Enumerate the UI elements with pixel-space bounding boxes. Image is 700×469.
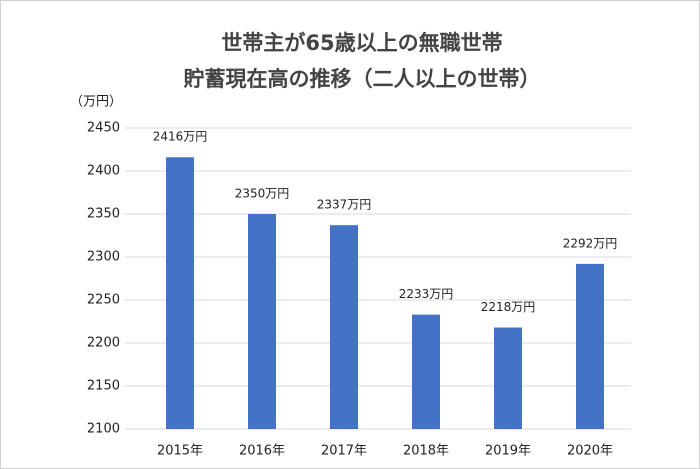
- bar: [494, 327, 522, 429]
- bar: [412, 314, 440, 429]
- y-tick-label: 2350: [87, 207, 120, 222]
- bar: [248, 214, 276, 429]
- bar: [330, 225, 358, 429]
- y-tick-label: 2200: [87, 336, 120, 351]
- x-tick-label: 2016年: [239, 444, 285, 459]
- value-label: 2350万円: [235, 187, 290, 201]
- value-label: 2218万円: [481, 300, 536, 314]
- y-tick-label: 2400: [87, 164, 120, 179]
- value-label: 2292万円: [563, 236, 618, 250]
- chart-subtitle: 貯蓄現在高の推移（二人以上の世帯）: [184, 67, 541, 91]
- y-tick-label: 2450: [87, 121, 120, 136]
- x-tick-label: 2015年: [157, 444, 203, 459]
- y-tick-label: 2300: [87, 250, 120, 265]
- value-label: 2233万円: [399, 287, 454, 301]
- y-tick-label: 2100: [87, 422, 120, 437]
- y-tick-label: 2150: [87, 379, 120, 394]
- chart-title: 世帯主が65歳以上の無職世帯: [221, 31, 502, 55]
- x-tick-label: 2020年: [567, 444, 613, 459]
- bar: [166, 157, 194, 430]
- value-label: 2416万円: [153, 130, 208, 144]
- bar: [576, 263, 604, 429]
- x-tick-label: 2017年: [321, 444, 367, 459]
- y-axis-label: （万円）: [70, 95, 122, 110]
- y-tick-label: 2250: [87, 293, 120, 308]
- x-tick-label: 2018年: [403, 444, 449, 459]
- value-label: 2337万円: [317, 198, 372, 212]
- x-tick-label: 2019年: [485, 444, 531, 459]
